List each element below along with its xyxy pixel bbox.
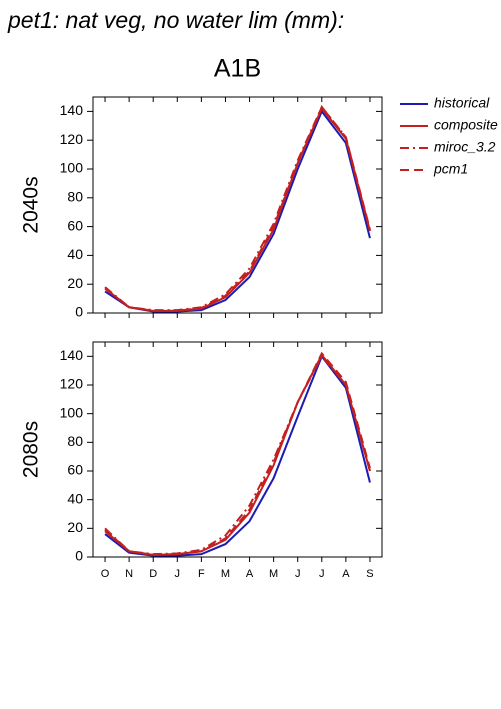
y-tick-label: 80 — [67, 189, 83, 205]
series-line — [104, 105, 371, 312]
x-tick-label: J — [295, 568, 301, 580]
series-line — [104, 354, 371, 556]
x-tick-label: A — [246, 568, 254, 580]
x-tick-label: M — [269, 568, 278, 580]
y-tick-label: 120 — [60, 376, 84, 392]
y-tick-label: 40 — [67, 490, 83, 506]
x-tick-label: D — [149, 568, 157, 580]
series-line — [104, 353, 371, 556]
y-tick-label: 120 — [60, 131, 84, 147]
x-tick-label: F — [198, 568, 205, 580]
x-tick-label: A — [342, 568, 350, 580]
y-tick-label: 60 — [67, 462, 83, 478]
x-tick-label: J — [175, 568, 181, 580]
series-line — [104, 351, 371, 556]
series-line — [104, 105, 371, 312]
y-tick-label: 0 — [75, 304, 83, 320]
legend-label: composite — [434, 117, 498, 133]
y-tick-label: 40 — [67, 246, 83, 262]
y-tick-label: 60 — [67, 217, 83, 233]
y-axis-label: 2040s — [20, 176, 43, 233]
y-tick-label: 100 — [60, 404, 84, 420]
y-tick-label: 100 — [60, 160, 84, 176]
y-tick-label: 20 — [67, 519, 83, 535]
y-tick-label: 140 — [60, 347, 84, 363]
legend-label: pcm1 — [433, 161, 468, 177]
x-tick-label: O — [101, 568, 110, 580]
x-tick-label: S — [366, 568, 373, 580]
page-title: pet1: nat veg, no water lim (mm): — [7, 7, 344, 33]
y-tick-label: 140 — [60, 102, 84, 118]
x-tick-label: J — [319, 568, 325, 580]
y-tick-label: 80 — [67, 433, 83, 449]
y-tick-label: 0 — [75, 548, 83, 564]
y-tick-label: 20 — [67, 275, 83, 291]
x-tick-label: M — [221, 568, 230, 580]
legend-label: miroc_3.2 — [434, 139, 496, 155]
legend-label: historical — [434, 95, 490, 111]
plot-frame — [92, 341, 383, 558]
series-line — [104, 109, 371, 313]
y-axis-label: 2080s — [20, 421, 43, 478]
series-line — [104, 106, 371, 312]
panel-title: A1B — [214, 55, 261, 83]
x-tick-label: N — [125, 568, 133, 580]
plot-frame — [92, 96, 383, 314]
